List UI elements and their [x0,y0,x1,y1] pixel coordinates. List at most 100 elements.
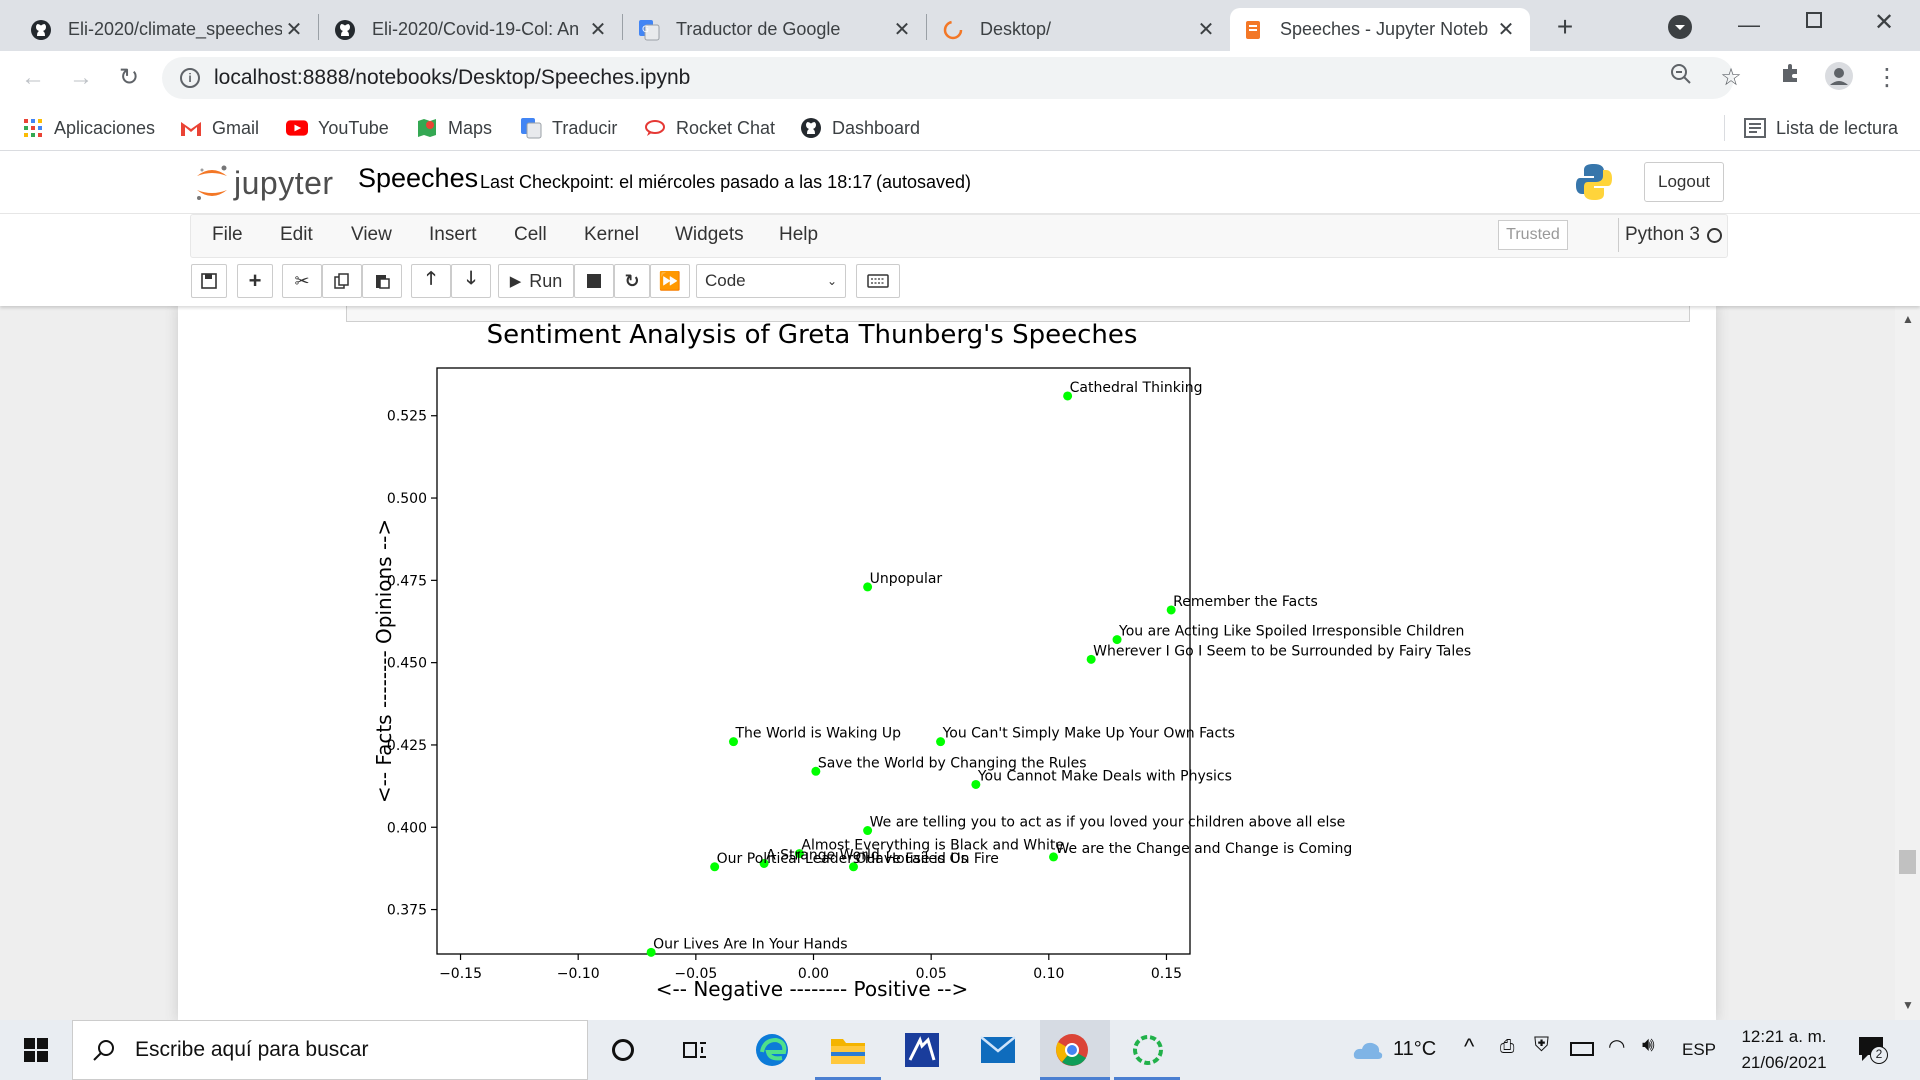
zoom-icon[interactable] [1664,61,1698,95]
wifi-icon[interactable]: ◠ [1608,1036,1626,1058]
restart-button[interactable]: ↻ [614,264,650,298]
notebook-name[interactable]: Speeches [358,163,479,193]
bookmark-star-icon[interactable]: ☆ [1720,64,1742,91]
browser-tab-5-active[interactable]: Speeches - Jupyter Noteb ✕ [1230,8,1530,51]
chevron-up-icon[interactable]: ^ [1464,1034,1475,1059]
move-down-button[interactable]: 🡓 [451,264,491,298]
task-view-button[interactable] [675,1030,715,1070]
restart-icon: ↻ [624,270,640,291]
address-bar[interactable]: i localhost:8888/notebooks/Desktop/Speec… [162,57,1734,99]
folder-icon [831,1039,865,1064]
reading-list-label: Lista de lectura [1776,117,1899,138]
notification-center-button[interactable]: 2 [1856,1034,1888,1069]
data-point [1063,391,1073,401]
back-button[interactable]: ← [21,64,45,91]
menu-edit[interactable]: Edit [280,224,313,245]
code-cell-input[interactable] [346,306,1690,322]
save-button[interactable] [191,264,227,298]
meet-now-icon[interactable]: ⎙ [1500,1036,1515,1056]
browser-tab-2[interactable]: Eli-2020/Covid-19-Col: An ✕ [322,8,622,51]
reading-list-button[interactable]: Lista de lectura [1744,113,1898,143]
interrupt-button[interactable] [574,264,614,298]
taskbar-mail[interactable] [978,1030,1018,1070]
restart-run-all-button[interactable]: ⏩ [650,264,690,298]
language-indicator[interactable]: ESP [1682,1040,1717,1059]
browser-toolbar: ← → ↻ i localhost:8888/notebooks/Desktop… [0,51,1920,105]
new-tab-button[interactable]: + [1556,11,1574,42]
taskbar-loader-app[interactable] [1128,1030,1168,1070]
cortana-button[interactable] [603,1030,643,1070]
minimize-window-button[interactable]: — [1738,12,1760,37]
clock-date[interactable]: 21/06/2021 [1741,1053,1827,1072]
bookmark-gmail[interactable]: Gmail [180,113,259,143]
taskbar-chrome[interactable] [1052,1030,1092,1070]
scrollbar-thumb[interactable] [1899,850,1916,874]
cut-button[interactable]: ✂ [282,264,322,298]
insert-cell-button[interactable]: + [237,264,273,298]
logout-button[interactable]: Logout [1644,162,1724,202]
security-icon[interactable]: ⛨ [1534,1034,1549,1056]
menu-help[interactable]: Help [779,224,819,245]
close-window-button[interactable]: ✕ [1874,9,1895,36]
speaker-icon[interactable]: 🔊︎ [1642,1034,1655,1056]
taskbar-edge[interactable] [752,1030,792,1070]
bookmark-apps[interactable]: Aplicaciones [22,113,155,143]
close-tab-icon[interactable]: ✕ [285,19,303,41]
extensions-icon[interactable] [1774,61,1808,95]
clock-time[interactable]: 12:21 a. m. [1741,1027,1827,1046]
menu-view[interactable]: View [351,224,392,245]
battery-icon[interactable] [1570,1042,1594,1056]
stop-icon [587,274,601,288]
trusted-indicator[interactable]: Trusted [1498,220,1568,250]
paste-button[interactable] [362,264,402,298]
menu-kernel[interactable]: Kernel [584,224,639,245]
jupyter-loading-icon [942,19,964,41]
menu-widgets[interactable]: Widgets [675,224,744,245]
forward-button[interactable]: → [69,64,93,91]
menubar-container [190,214,1728,258]
taskbar-app-blue[interactable] [902,1030,942,1070]
scroll-up-icon[interactable]: ▲ [1902,312,1914,326]
close-tab-icon[interactable]: ✕ [1197,19,1215,41]
url-text[interactable]: localhost:8888/notebooks/Desktop/Speeche… [214,66,691,89]
bookmark-traducir[interactable]: Traducir [520,113,617,143]
menu-insert[interactable]: Insert [429,224,477,245]
scroll-down-icon[interactable]: ▼ [1902,998,1914,1012]
bookmark-dashboard[interactable]: Dashboard [800,113,920,143]
taskbar-file-explorer[interactable] [828,1030,868,1070]
browser-tab-3[interactable]: G Traductor de Google ✕ [626,8,926,51]
run-button[interactable]: ▶ Run [498,264,574,298]
bookmark-maps[interactable]: Maps [416,113,492,143]
close-tab-icon[interactable]: ✕ [893,19,911,41]
browser-tab-4[interactable]: Desktop/ ✕ [930,8,1230,51]
windows-start-button[interactable] [16,1030,56,1070]
jupyter-logo[interactable]: jupyter [194,162,334,204]
chrome-menu-icon[interactable]: ⋮ [1875,64,1899,91]
bookmark-rocket-chat[interactable]: Rocket Chat [644,113,775,143]
page-scrollbar[interactable]: ▲ ▼ [1895,306,1920,1020]
bookmark-youtube[interactable]: YouTube [286,113,389,143]
browser-tab-1[interactable]: Eli-2020/climate_speeches ✕ [18,8,318,51]
menu-cell[interactable]: Cell [514,224,547,245]
kernel-name[interactable]: Python 3 [1625,224,1700,245]
move-up-button[interactable]: 🡑 [411,264,451,298]
menu-file[interactable]: File [212,224,243,245]
x-axis-label: <-- Negative -------- Positive --> [656,977,968,1001]
tab-search-button[interactable] [1668,15,1692,39]
notification-badge: 2 [1870,1046,1888,1064]
y-tick-label: 0.475 [387,573,427,589]
point-label: Almost Everything is Black and White [801,838,1064,854]
taskbar-search-box[interactable]: Escribe aquí para buscar [72,1020,588,1080]
weather-widget[interactable] [1348,1030,1388,1070]
command-palette-button[interactable] [856,264,900,298]
close-tab-icon[interactable]: ✕ [1497,19,1515,41]
close-tab-icon[interactable]: ✕ [589,19,607,41]
browser-tab-strip: Eli-2020/climate_speeches ✕ Eli-2020/Cov… [0,0,1920,51]
cell-type-select[interactable]: Code ⌄ [696,264,846,298]
y-axis-label: <-- Facts -------- Opinions --> [372,519,396,803]
restore-window-button[interactable] [1806,12,1822,28]
reload-button[interactable]: ↻ [118,64,140,91]
site-info-icon[interactable]: i [180,68,200,88]
profile-avatar-icon[interactable] [1822,61,1856,95]
copy-button[interactable] [322,264,362,298]
